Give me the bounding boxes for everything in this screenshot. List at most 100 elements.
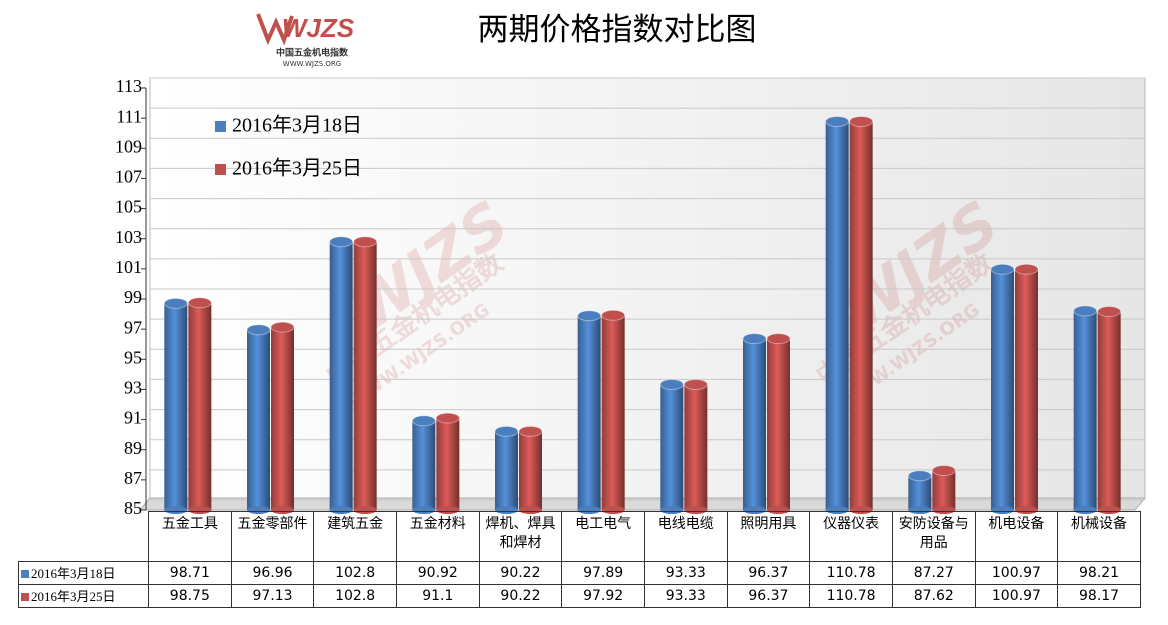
category-cell: 五金材料 — [395, 511, 480, 562]
bar-cap — [990, 263, 1015, 275]
bar — [908, 475, 932, 510]
y-tick-label: 103 — [115, 227, 142, 247]
value-cell: 100.97 — [974, 584, 1059, 608]
value-cell: 87.27 — [891, 561, 976, 585]
value-cell: 97.92 — [561, 584, 645, 608]
bar-cap — [931, 465, 956, 477]
value-cell: 90.92 — [395, 561, 480, 585]
legend-label: 2016年3月18日 — [232, 114, 362, 137]
y-tick-label: 91 — [124, 408, 142, 428]
bar — [353, 241, 377, 510]
y-tick-label: 95 — [124, 347, 142, 367]
bar-cap — [849, 115, 874, 127]
logo-icon — [256, 13, 294, 46]
data-row: 2016年3月25日 98.75 97.13 102.8 91.1 90.22 97.92 9… — [18, 584, 1141, 608]
category-cell: 安防设备与用品 — [891, 511, 976, 562]
bar-cap — [907, 470, 932, 482]
logo-name: 中国五金机电指数 — [276, 47, 349, 59]
value-cell: 110.78 — [809, 561, 893, 585]
category-cell: 电线电缆 — [643, 511, 728, 562]
value-cell: 93.33 — [643, 584, 728, 608]
data-table: 五金工具 五金零部件 建筑五金 五金材料 焊机、焊具和焊材 电工电气 电线电缆 照明用具 仪器仪… — [18, 511, 1141, 608]
value-cell: 90.22 — [478, 584, 563, 608]
category-cell: 电工电气 — [561, 511, 645, 562]
chart-title: 两期价格指数对比图 — [478, 12, 757, 47]
bar — [495, 431, 518, 510]
bar-cap — [659, 378, 684, 390]
category-cell: 建筑五金 — [313, 511, 397, 562]
bar — [601, 315, 625, 510]
row-header: 2016年3月25日 — [18, 584, 149, 608]
bar-cap — [411, 415, 436, 427]
y-tick-label: 107 — [115, 167, 142, 187]
bar — [329, 241, 353, 510]
value-cell: 87.62 — [891, 584, 976, 608]
corner-cell — [19, 512, 149, 562]
legend-label: 2016年3月25日 — [232, 157, 362, 180]
bar-cap — [435, 412, 460, 424]
y-tick-label: 105 — [115, 197, 142, 217]
bar — [164, 303, 188, 510]
value-cell: 102.8 — [313, 561, 397, 585]
value-cell: 110.78 — [809, 584, 893, 608]
bar — [271, 327, 294, 510]
y-tick-label: 97 — [124, 317, 142, 337]
bar-cap — [742, 333, 767, 345]
logo-url: WWW.WJZS.ORG — [283, 60, 341, 68]
category-cell: 仪器仪表 — [809, 511, 893, 562]
plot-wall — [149, 77, 1146, 499]
bar-cap — [329, 236, 354, 248]
value-cell: 102.8 — [313, 584, 397, 608]
bar — [1073, 310, 1097, 510]
bar-cap — [683, 378, 708, 390]
bar — [932, 470, 956, 510]
bar — [412, 420, 436, 510]
bar — [1097, 311, 1121, 510]
bar-cap — [270, 321, 295, 333]
header-row: 五金工具 五金零部件 建筑五金 五金材料 焊机、焊具和焊材 电工电气 电线电缆 照明用具 仪器仪… — [19, 511, 1141, 562]
value-cell: 98.71 — [148, 561, 232, 585]
y-tick-label: 113 — [116, 76, 142, 96]
category-cell: 焊机、焊具和焊材 — [478, 511, 563, 562]
logo-mark: WJZS — [282, 13, 355, 43]
bar-cap — [518, 425, 543, 437]
bar — [519, 431, 542, 510]
legend-key — [21, 569, 29, 578]
bar-cap — [766, 333, 791, 345]
bar-cap — [1073, 305, 1098, 317]
category-cell: 照明用具 — [726, 511, 811, 562]
bar — [436, 418, 460, 510]
y-tick-label: 87 — [124, 468, 142, 488]
y-tick-label: 99 — [124, 287, 142, 307]
y-tick-label: 111 — [116, 106, 142, 126]
data-row: 2016年3月18日 98.71 96.96 102.8 90.92 90.22 97.89… — [18, 561, 1141, 585]
category-cell: 机电设备 — [974, 511, 1059, 562]
value-cell: 98.75 — [148, 584, 232, 608]
y-tick-label: 89 — [124, 438, 142, 458]
value-cell: 91.1 — [395, 584, 480, 608]
bar-cap — [163, 297, 188, 309]
bar-cap — [601, 309, 626, 321]
value-cell: 93.33 — [643, 561, 728, 585]
value-cell: 97.13 — [230, 584, 315, 608]
bar — [849, 121, 873, 511]
legend-key — [21, 592, 29, 601]
bar — [825, 121, 849, 511]
category-cell: 机械设备 — [1057, 511, 1141, 562]
bar — [660, 384, 684, 510]
y-tick-label: 93 — [124, 378, 142, 398]
logo: WJZS 中国五金机电指数 WWW.WJZS.ORG — [256, 13, 355, 68]
legend-key — [215, 164, 226, 175]
value-cell: 98.17 — [1057, 584, 1141, 608]
bar-cap — [1014, 263, 1039, 275]
legend-key — [215, 121, 226, 132]
bar-cap — [1097, 306, 1122, 318]
value-cell: 90.22 — [478, 561, 563, 585]
bar-cap — [246, 324, 271, 336]
y-tick-label: 109 — [115, 136, 142, 156]
bar — [767, 338, 790, 510]
value-cell: 96.37 — [726, 584, 811, 608]
bar — [991, 269, 1014, 510]
row-header-label: 2016年3月25日 — [31, 588, 116, 604]
category-cell: 五金工具 — [148, 511, 232, 562]
